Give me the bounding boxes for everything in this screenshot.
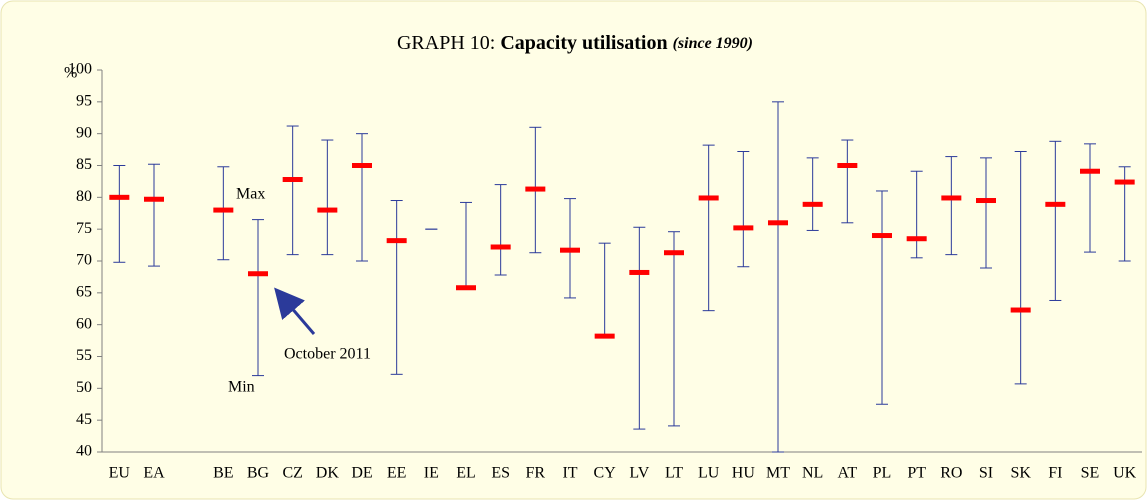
- current-mark: [629, 269, 650, 275]
- current-mark: [976, 198, 996, 204]
- x-tick-label: UK: [1113, 465, 1137, 482]
- current-mark: [802, 201, 823, 207]
- current-mark: [144, 196, 164, 202]
- x-tick-label: FI: [1048, 465, 1062, 482]
- current-mark: [906, 236, 927, 242]
- current-mark: [352, 163, 372, 168]
- current-mark: [248, 271, 268, 277]
- x-tick-label: SK: [1010, 465, 1031, 482]
- y-tick-label: 50: [76, 379, 92, 396]
- x-tick-label: PT: [907, 465, 926, 482]
- current-mark: [560, 247, 580, 253]
- current-mark: [525, 186, 546, 192]
- current-mark: [941, 195, 962, 201]
- x-tick-label: DK: [316, 465, 340, 482]
- x-tick-label: AT: [838, 465, 858, 482]
- current-mark: [1010, 307, 1031, 313]
- annotation-current: October 2011: [284, 346, 371, 363]
- y-tick-label: 100: [68, 61, 92, 78]
- x-tick-label: MT: [766, 465, 790, 482]
- x-tick-label: LV: [629, 465, 649, 482]
- y-unit: %: [64, 65, 77, 82]
- y-tick-label: 65: [76, 284, 92, 301]
- subtitle: (since 1990): [673, 35, 753, 52]
- x-tick-label: CZ: [282, 465, 302, 482]
- current-mark: [109, 194, 130, 200]
- current-mark: [594, 333, 615, 339]
- current-mark: [698, 195, 719, 201]
- y-tick-label: 45: [76, 411, 92, 428]
- current-mark: [317, 207, 338, 213]
- current-mark: [282, 177, 303, 183]
- x-tick-label: LT: [665, 465, 683, 482]
- x-tick-label: PL: [873, 465, 892, 482]
- current-mark: [213, 207, 234, 213]
- y-tick-label: 60: [76, 315, 92, 332]
- current-mark: [664, 250, 684, 256]
- current-mark: [1080, 168, 1100, 174]
- title-main: Capacity utilisation: [500, 32, 667, 54]
- y-tick-label: 70: [76, 252, 92, 269]
- current-mark: [872, 233, 892, 239]
- x-tick-label: NL: [802, 465, 823, 482]
- title-prefix: GRAPH 10:: [397, 32, 495, 54]
- x-tick-label: BG: [247, 465, 270, 482]
- y-tick-label: 95: [76, 93, 92, 110]
- x-tick-label: EL: [456, 465, 476, 482]
- y-tick-label: 80: [76, 188, 92, 205]
- y-tick-label: 75: [76, 220, 92, 237]
- current-mark: [386, 238, 407, 244]
- x-tick-label: EE: [387, 465, 407, 482]
- x-tick-label: HU: [732, 465, 756, 482]
- y-tick-label: 85: [76, 156, 92, 173]
- y-tick-label: 90: [76, 124, 92, 141]
- x-tick-label: ES: [491, 465, 510, 482]
- x-tick-label: SI: [979, 465, 993, 482]
- current-mark: [837, 163, 858, 168]
- x-tick-label: RO: [940, 465, 962, 482]
- x-tick-label: CY: [594, 465, 617, 482]
- annotation-arrow: [274, 287, 316, 335]
- annotation-max: Max: [236, 186, 265, 203]
- x-tick-label: LU: [698, 465, 720, 482]
- annotation-min: Min: [228, 379, 255, 396]
- current-mark: [768, 220, 788, 226]
- y-tick-label: 40: [76, 443, 92, 460]
- current-mark: [1114, 179, 1135, 185]
- x-tick-label: IT: [562, 465, 577, 482]
- x-tick-label: FR: [526, 465, 546, 482]
- x-tick-label: DE: [351, 465, 372, 482]
- y-tick-label: 55: [76, 347, 92, 364]
- current-mark: [490, 244, 511, 250]
- x-tick-label: EU: [109, 465, 131, 482]
- current-mark: [456, 285, 476, 291]
- current-mark: [1045, 201, 1066, 207]
- x-tick-label: SE: [1081, 465, 1100, 482]
- x-tick-label: BE: [213, 465, 233, 482]
- current-mark: [733, 225, 754, 231]
- x-tick-label: EA: [143, 465, 165, 482]
- x-tick-label: IE: [424, 465, 439, 482]
- chart-title: GRAPH 10: Capacity utilisation (since 19…: [397, 32, 753, 54]
